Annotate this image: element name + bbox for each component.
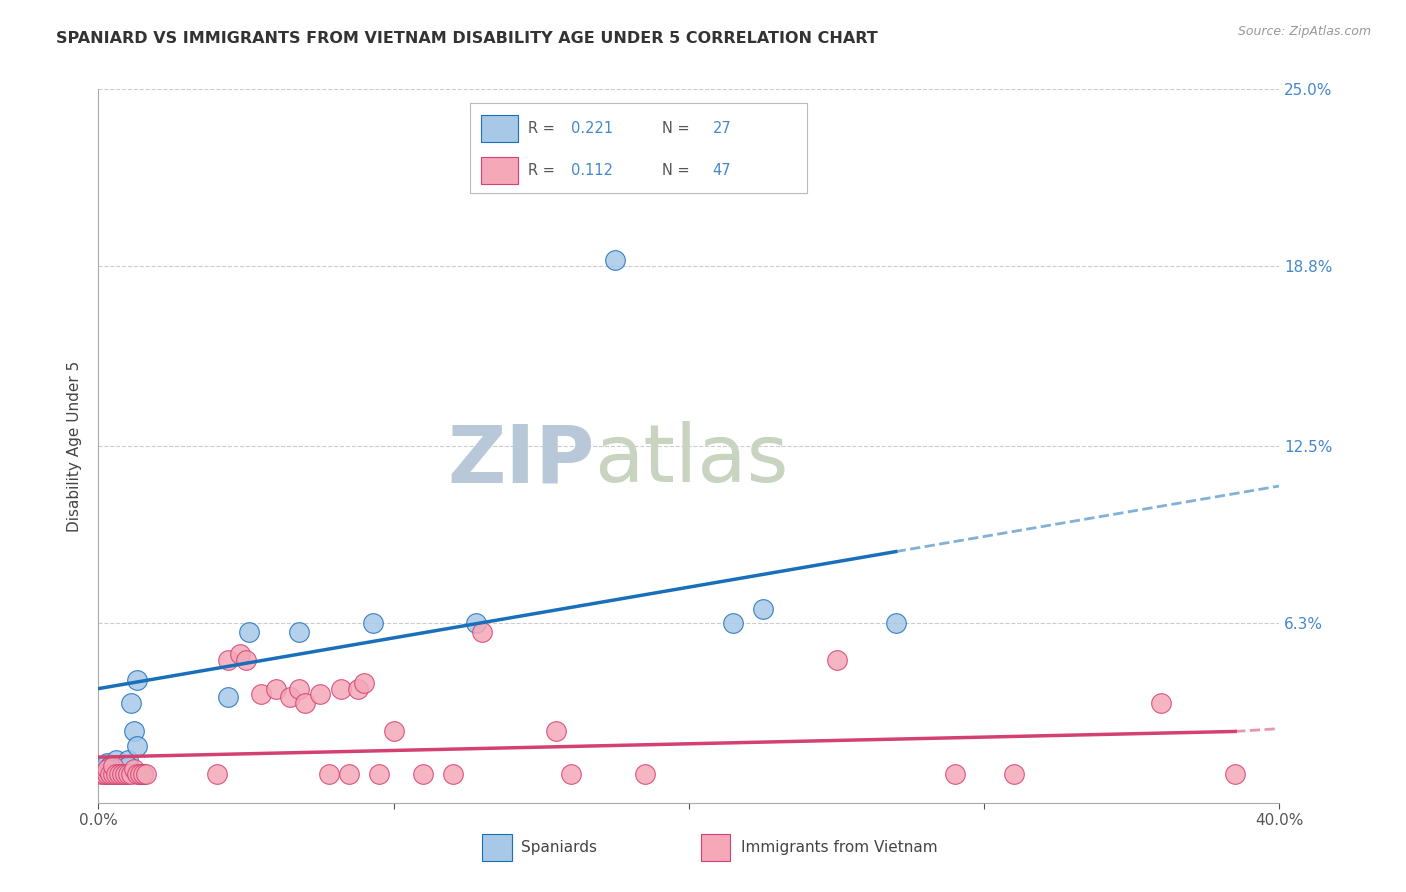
Point bbox=[278, 690, 302, 705]
Text: atlas: atlas bbox=[595, 421, 789, 500]
Point bbox=[96, 767, 118, 781]
Point bbox=[723, 615, 745, 630]
Point bbox=[633, 767, 655, 781]
Point bbox=[117, 758, 139, 772]
Point bbox=[884, 615, 907, 630]
Point bbox=[103, 758, 125, 772]
Point bbox=[264, 681, 287, 696]
Point bbox=[329, 681, 352, 696]
Point bbox=[93, 767, 115, 781]
Point bbox=[98, 758, 121, 772]
Point bbox=[288, 681, 311, 696]
Text: Immigrants from Vietnam: Immigrants from Vietnam bbox=[741, 840, 938, 855]
Point bbox=[288, 624, 311, 639]
Point bbox=[96, 762, 118, 776]
Point bbox=[96, 767, 118, 781]
Point bbox=[122, 724, 145, 739]
Point bbox=[105, 767, 128, 781]
Text: SPANIARD VS IMMIGRANTS FROM VIETNAM DISABILITY AGE UNDER 5 CORRELATION CHART: SPANIARD VS IMMIGRANTS FROM VIETNAM DISA… bbox=[56, 31, 877, 46]
Point bbox=[108, 767, 131, 781]
Point bbox=[217, 690, 239, 705]
Point bbox=[120, 767, 142, 781]
Point bbox=[229, 648, 252, 662]
Point bbox=[318, 767, 340, 781]
Point bbox=[132, 767, 155, 781]
Point bbox=[117, 753, 139, 767]
Point bbox=[368, 767, 391, 781]
Point bbox=[128, 767, 150, 781]
Text: Spaniards: Spaniards bbox=[522, 840, 598, 855]
Point bbox=[132, 767, 155, 781]
Point bbox=[238, 624, 260, 639]
Point bbox=[205, 767, 228, 781]
Point bbox=[93, 762, 115, 776]
Point bbox=[96, 756, 118, 770]
Point bbox=[751, 601, 773, 615]
Point bbox=[382, 724, 405, 739]
Y-axis label: Disability Age Under 5: Disability Age Under 5 bbox=[67, 360, 83, 532]
Point bbox=[471, 624, 494, 639]
Point bbox=[412, 767, 434, 781]
Point bbox=[114, 767, 136, 781]
Point bbox=[103, 767, 125, 781]
Point bbox=[943, 767, 966, 781]
Point bbox=[1223, 767, 1246, 781]
Point bbox=[605, 253, 627, 268]
Text: Source: ZipAtlas.com: Source: ZipAtlas.com bbox=[1237, 25, 1371, 38]
Point bbox=[125, 739, 148, 753]
Point bbox=[98, 767, 121, 781]
Point bbox=[120, 696, 142, 710]
Point bbox=[111, 762, 134, 776]
Point bbox=[309, 687, 332, 701]
Point bbox=[294, 696, 316, 710]
Point bbox=[546, 724, 568, 739]
Point bbox=[111, 767, 134, 781]
Point bbox=[105, 753, 128, 767]
Point bbox=[560, 767, 582, 781]
Point bbox=[117, 767, 139, 781]
Point bbox=[125, 673, 148, 687]
Point bbox=[1002, 767, 1025, 781]
Point bbox=[353, 676, 375, 690]
Point bbox=[465, 615, 488, 630]
Point bbox=[125, 767, 148, 781]
FancyBboxPatch shape bbox=[700, 834, 730, 862]
Point bbox=[339, 767, 360, 781]
Point bbox=[90, 767, 112, 781]
Point bbox=[128, 767, 150, 781]
Point bbox=[825, 653, 848, 667]
Point bbox=[103, 767, 125, 781]
Point bbox=[250, 687, 273, 701]
Point bbox=[361, 615, 384, 630]
Point bbox=[108, 767, 131, 781]
Point bbox=[105, 762, 128, 776]
FancyBboxPatch shape bbox=[482, 834, 512, 862]
Point bbox=[441, 767, 464, 781]
Point bbox=[1150, 696, 1173, 710]
Point bbox=[122, 762, 145, 776]
Point bbox=[347, 681, 370, 696]
Point bbox=[217, 653, 239, 667]
Point bbox=[114, 767, 136, 781]
Point bbox=[235, 653, 257, 667]
Text: ZIP: ZIP bbox=[447, 421, 595, 500]
Point bbox=[135, 767, 157, 781]
